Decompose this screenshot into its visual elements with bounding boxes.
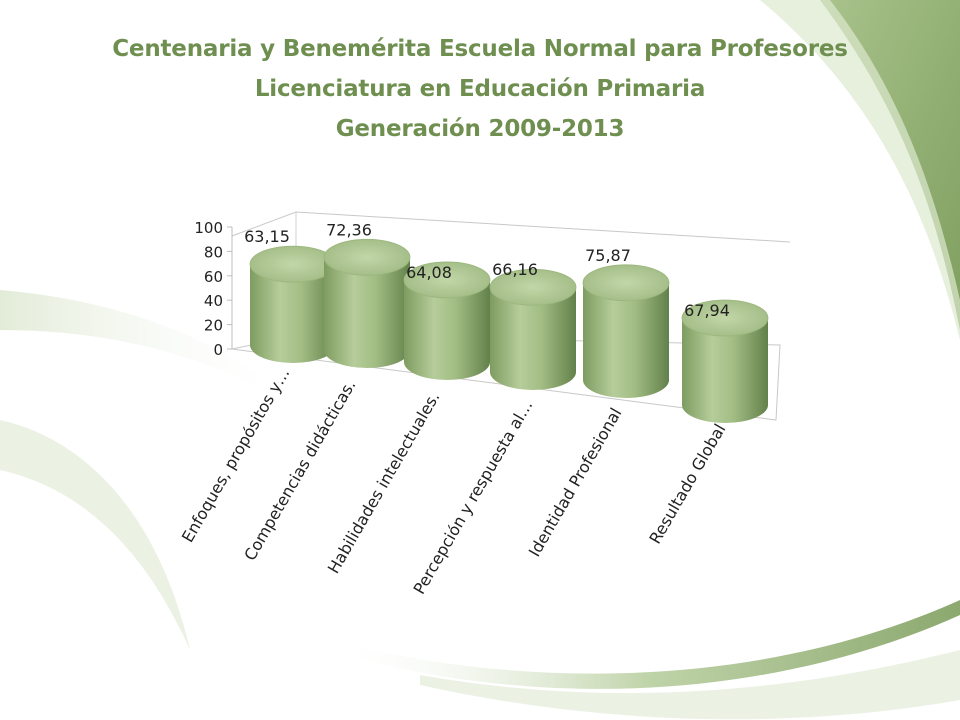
y-tick-label: 100 xyxy=(194,219,223,237)
slide-title-line-3: Generación 2009-2013 xyxy=(335,116,625,142)
bar-0 xyxy=(249,245,337,363)
bar-body xyxy=(682,317,768,423)
bar-top xyxy=(323,238,411,276)
y-tick-label: 60 xyxy=(204,268,223,286)
data-label: 66,16 xyxy=(492,260,538,279)
category-label: Habilidades intelectuales. xyxy=(324,389,444,577)
bar-top xyxy=(403,261,491,299)
y-tick-label: 40 xyxy=(204,292,223,310)
y-tick-label: 80 xyxy=(204,243,223,261)
y-tick-label: 0 xyxy=(213,341,223,359)
swoosh-left xyxy=(0,290,300,410)
bar-5 xyxy=(681,299,769,423)
bar-body xyxy=(583,282,669,398)
bar-4 xyxy=(582,264,670,398)
bar-top xyxy=(582,264,670,302)
slide-title-line-2: Licenciatura en Educación Primaria xyxy=(254,76,706,102)
data-label: 64,08 xyxy=(406,263,452,282)
bar-body xyxy=(404,279,490,380)
swoosh-left-lower xyxy=(0,420,190,650)
bar-top xyxy=(489,268,577,306)
swoosh-top-right-light xyxy=(760,0,960,340)
y-tick-label: 20 xyxy=(204,317,223,335)
bar-top xyxy=(249,245,337,283)
slide-title-line-1: Centenaria y Benemérita Escuela Normal p… xyxy=(112,36,848,62)
bar-3 xyxy=(489,268,577,390)
swoosh-bottom-light xyxy=(420,650,960,720)
data-label: 67,94 xyxy=(684,301,730,320)
bar-body xyxy=(324,257,410,368)
data-label: 75,87 xyxy=(585,246,631,265)
category-label: Resultado Global xyxy=(645,421,729,548)
data-label: 63,15 xyxy=(244,227,290,246)
back-wall-top xyxy=(231,211,791,243)
swoosh-top-right xyxy=(820,0,960,330)
category-label: Identidad Profesional xyxy=(525,405,626,561)
bar-top xyxy=(681,299,769,337)
bar-body xyxy=(490,287,576,390)
category-label: Percepción y respuesta al… xyxy=(409,397,536,598)
bar-1 xyxy=(323,238,411,368)
y-axis: 0 20 40 60 80 100 xyxy=(194,219,233,359)
swoosh-bottom xyxy=(330,600,960,689)
data-labels: 63,15 72,36 64,08 66,16 75,87 67,94 xyxy=(244,220,730,320)
bar-body xyxy=(250,264,336,363)
data-label: 72,36 xyxy=(326,220,372,239)
bars xyxy=(249,238,769,423)
bar-2 xyxy=(403,261,491,380)
